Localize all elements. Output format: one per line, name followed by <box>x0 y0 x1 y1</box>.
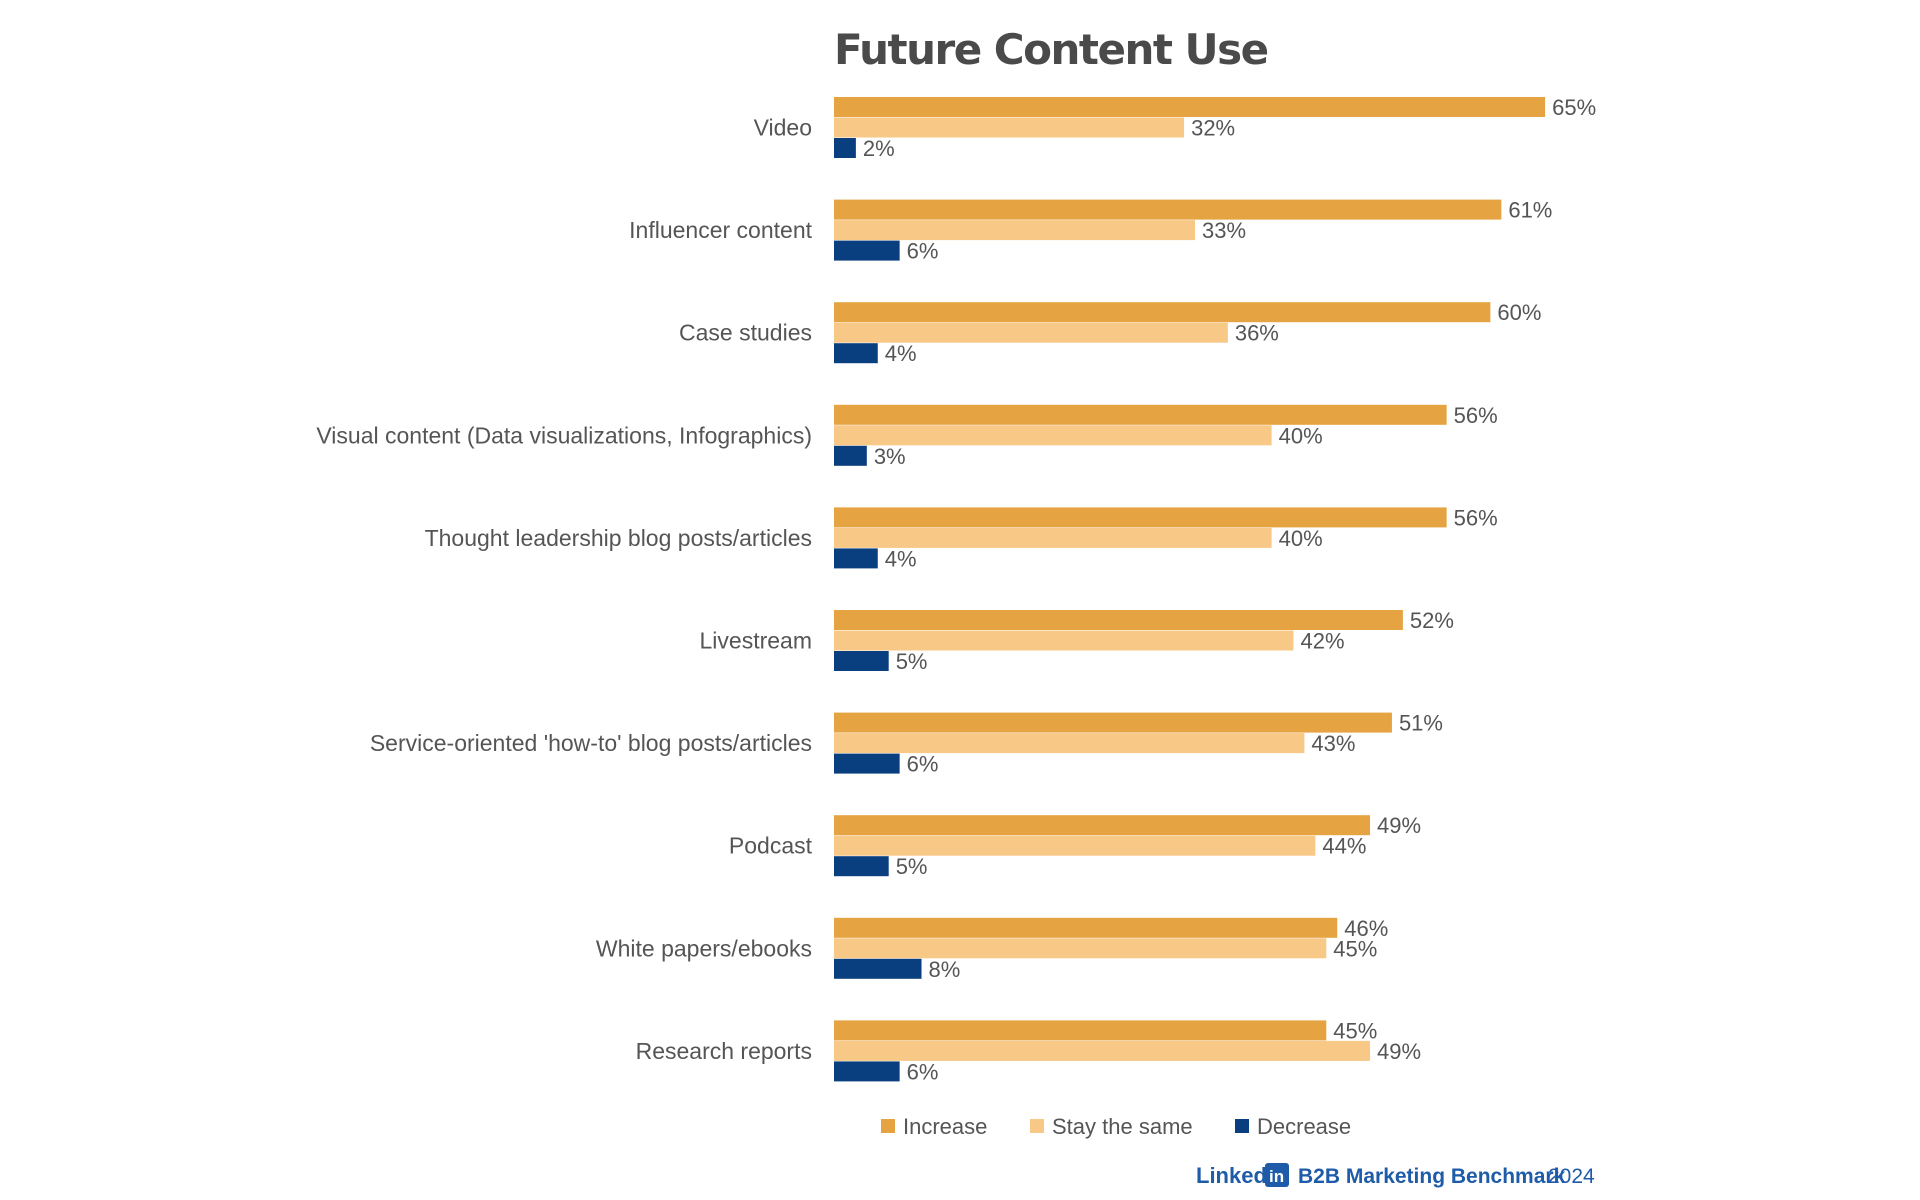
bar-increase <box>834 610 1403 630</box>
bar-decrease <box>834 651 889 671</box>
value-label: 45% <box>1333 1018 1377 1043</box>
bar-increase <box>834 917 1338 938</box>
footer-year: 2024 <box>1548 1165 1595 1188</box>
bar-stay-the-same <box>834 835 1316 856</box>
value-label: 44% <box>1322 834 1366 859</box>
category-label: Livestream <box>700 628 812 654</box>
footer-report-name: B2B Marketing Benchmark <box>1298 1165 1566 1188</box>
legend-swatch <box>1030 1119 1044 1133</box>
footer: Linked in B2B Marketing Benchmark 2024 <box>1196 1163 1595 1188</box>
bars-layer: Video 65% 32% 2% Influencer content 61% 33% 6% C… <box>316 95 1596 1084</box>
value-label: 65% <box>1552 95 1596 120</box>
legend-label: Increase <box>903 1114 987 1139</box>
footer-brand-linked: Linked <box>1196 1163 1267 1188</box>
value-label: 3% <box>874 444 906 469</box>
value-label: 52% <box>1410 608 1454 633</box>
category-label: White papers/ebooks <box>596 935 812 961</box>
bar-decrease <box>834 240 900 261</box>
bar-decrease <box>834 445 867 466</box>
value-label: 40% <box>1279 423 1323 448</box>
bar-increase <box>834 199 1502 220</box>
bar-increase <box>834 712 1392 733</box>
bar-decrease <box>834 343 878 364</box>
value-label: 8% <box>929 957 961 982</box>
bar-decrease <box>834 1061 900 1082</box>
linkedin-logo-icon <box>1265 1163 1289 1187</box>
bar-stay-the-same <box>834 1040 1371 1061</box>
value-label: 60% <box>1497 300 1541 325</box>
value-label: 49% <box>1377 813 1421 838</box>
bar-decrease <box>834 958 922 979</box>
category-label: Research reports <box>636 1038 812 1064</box>
footer-brand-in: in <box>1269 1167 1284 1186</box>
bar-increase <box>834 815 1371 836</box>
chart-title: Future Content Use <box>834 25 1268 74</box>
value-label: 42% <box>1300 629 1344 654</box>
legend-swatch <box>1235 1119 1249 1133</box>
value-label: 32% <box>1191 116 1235 141</box>
value-label: 46% <box>1344 916 1388 941</box>
value-label: 61% <box>1508 198 1552 223</box>
value-label: 51% <box>1399 711 1443 736</box>
bar-stay-the-same <box>834 938 1327 959</box>
category-label: Thought leadership blog posts/articles <box>425 525 812 551</box>
value-label: 6% <box>907 1059 939 1084</box>
legend-label: Stay the same <box>1052 1114 1193 1139</box>
value-label: 2% <box>863 136 895 161</box>
value-label: 36% <box>1235 321 1279 346</box>
value-label: 6% <box>907 239 939 264</box>
bar-decrease <box>834 753 900 774</box>
bar-stay-the-same <box>834 220 1196 241</box>
category-label: Video <box>754 115 812 141</box>
bar-stay-the-same <box>834 527 1272 548</box>
category-label: Visual content (Data visualizations, Inf… <box>316 422 812 448</box>
category-label: Influencer content <box>629 217 812 243</box>
value-label: 33% <box>1202 218 1246 243</box>
value-label: 4% <box>885 341 917 366</box>
bar-stay-the-same <box>834 425 1272 446</box>
value-label: 56% <box>1454 403 1498 428</box>
bar-increase <box>834 1020 1327 1041</box>
bar-stay-the-same <box>834 322 1228 343</box>
value-label: 5% <box>896 854 928 879</box>
value-label: 40% <box>1279 526 1323 551</box>
bar-decrease <box>834 138 856 158</box>
value-label: 4% <box>885 546 917 571</box>
bar-increase <box>834 97 1546 117</box>
value-label: 56% <box>1454 505 1498 530</box>
category-label: Case studies <box>679 320 812 346</box>
legend: Increase Stay the same Decrease <box>881 1114 1351 1139</box>
bar-stay-the-same <box>834 117 1185 138</box>
value-label: 5% <box>896 649 928 674</box>
bar-increase <box>834 507 1447 528</box>
legend-swatch <box>881 1119 895 1133</box>
value-label: 6% <box>907 752 939 777</box>
bar-stay-the-same <box>834 630 1294 651</box>
value-label: 45% <box>1333 936 1377 961</box>
bar-stay-the-same <box>834 733 1305 754</box>
legend-label: Decrease <box>1257 1114 1351 1139</box>
category-label: Service-oriented 'how-to' blog posts/art… <box>370 730 812 756</box>
value-label: 43% <box>1311 731 1355 756</box>
category-label: Podcast <box>729 833 813 859</box>
bar-decrease <box>834 856 889 877</box>
bar-increase <box>834 404 1447 425</box>
bar-increase <box>834 302 1491 323</box>
value-label: 49% <box>1377 1039 1421 1064</box>
bar-decrease <box>834 548 878 569</box>
